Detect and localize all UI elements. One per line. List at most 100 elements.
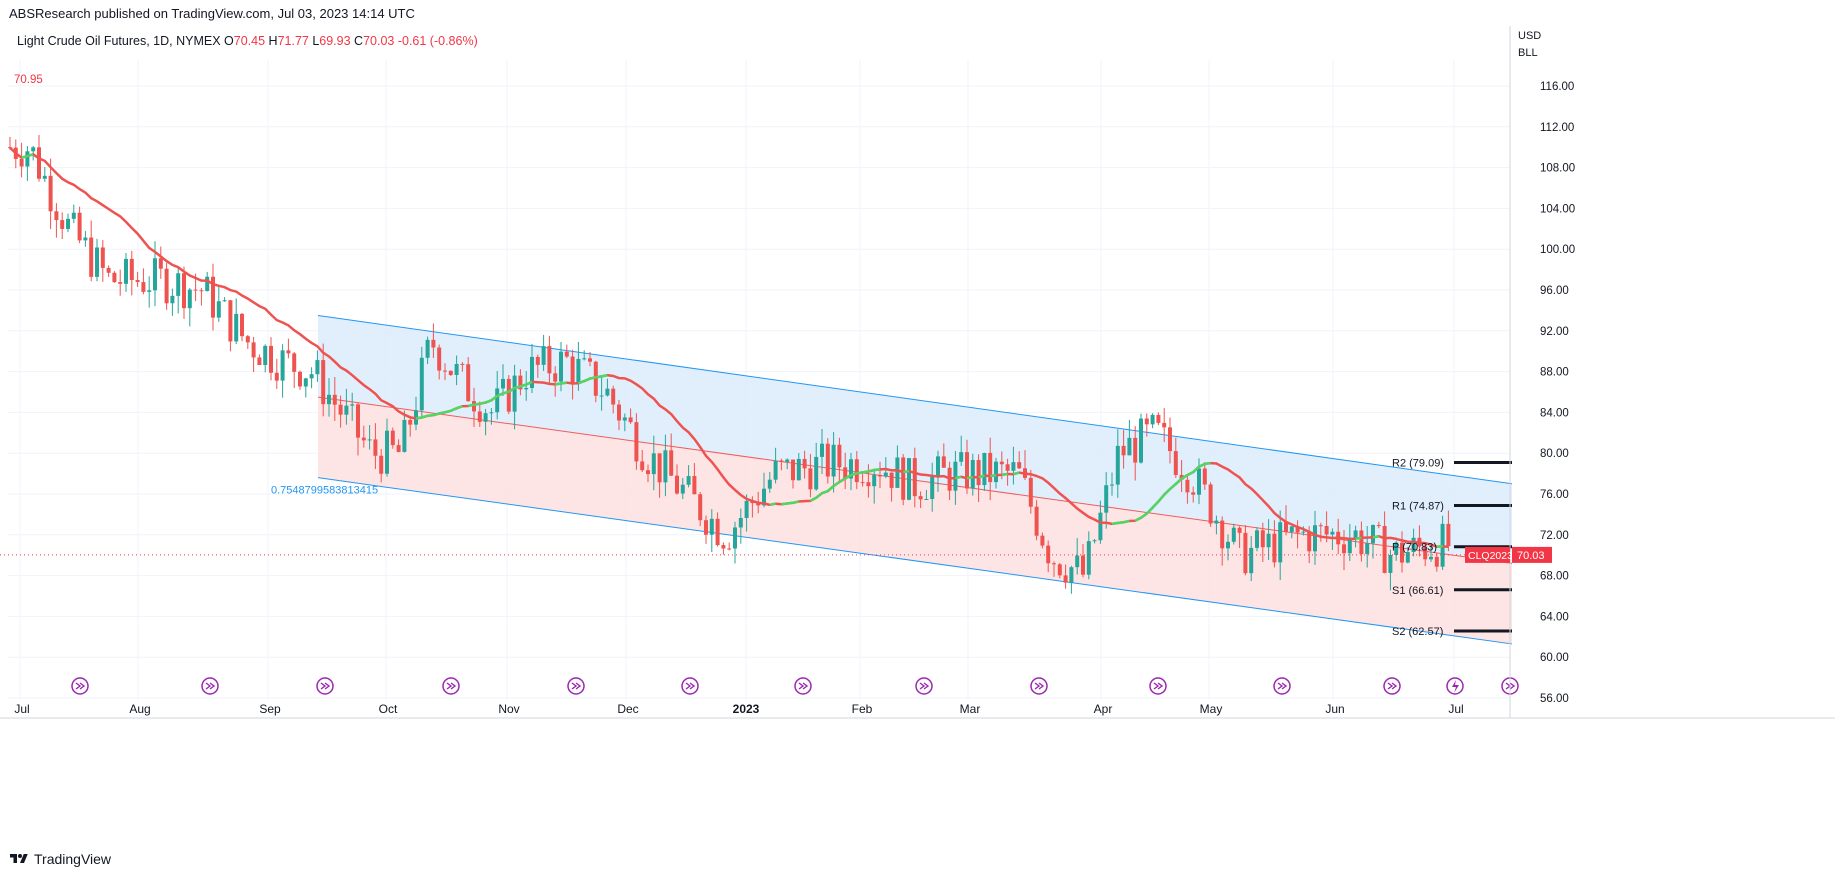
candle-body [425,339,430,358]
candle-body [257,357,262,365]
high-value: 71.77 [277,34,309,48]
candle-body [541,346,546,365]
pivot-label: S2 (62.57) [1392,626,1443,638]
footer: TradingView [8,851,111,867]
candle-body [907,458,911,500]
dividend-event-icon[interactable] [681,677,699,695]
ma-line-rising [1186,470,1194,477]
candle-body [489,412,494,414]
candle-body [593,361,598,396]
candle-body [1231,527,1236,542]
candle-body [796,458,801,481]
candle-body [982,452,987,486]
earnings-icon[interactable] [1446,677,1464,695]
candle-body [512,375,517,412]
candle-body [385,430,389,474]
candle-body [1127,437,1132,456]
candle-body [1017,462,1022,469]
ma-line-rising [966,475,974,480]
ma-line-rising [874,468,881,472]
candle-body [657,453,662,483]
dividend-event-icon[interactable] [1030,677,1048,695]
ma-line-rising [1198,462,1206,468]
candle-body [54,211,59,221]
symbol-legend: Light Crude Oil Futures, 1D, NYMEX O70.4… [17,34,478,48]
candle-body [582,358,587,360]
symbol-name[interactable]: Light Crude Oil Futures, 1D, NYMEX [17,34,221,48]
candle-body [617,404,621,421]
candle-body [733,527,737,549]
candle-body [228,300,233,342]
last-price-tag: 70.03 [1517,550,1545,562]
dividend-event-icon[interactable] [316,677,334,695]
candle-body [495,388,500,413]
high-marker-label: 70.95 [14,74,43,86]
ma-line-rising [467,403,475,408]
open-label: O [224,34,234,48]
close-label: C [354,34,364,48]
ma-line-rising [1204,461,1211,466]
candle-body [756,503,761,506]
price-tick-label: 92.00 [1540,326,1569,338]
ma-line-rising [1372,535,1380,539]
candle-body [1260,530,1265,548]
channel-lower-line [317,477,1513,645]
ma-line-rising [1111,521,1118,526]
change-value: -0.61 (-0.86%) [397,34,478,48]
dividend-event-icon[interactable] [442,677,460,695]
candle-body [564,351,569,357]
price-chart[interactable]: R2 (79.09) R1 (74.87) P (70.83) S1 (66.61) S… [0,26,1835,841]
dividend-event-icon[interactable] [201,677,219,695]
candle-body [356,404,360,438]
candle-body [1301,531,1306,533]
dividend-event-icon[interactable] [1273,677,1291,695]
candle-body [315,360,320,375]
time-tick-label: Jun [1325,702,1344,716]
candle-body [1191,492,1196,495]
dividend-event-icon[interactable] [794,677,812,695]
pivot-levels: R2 (79.09) R1 (74.87) P (70.83) S1 (66.61) S… [1392,457,1512,638]
candle-body [994,461,998,483]
candle-body [1278,522,1283,563]
ma-line-rising [421,414,428,419]
candle-body [524,387,529,390]
candle-body [187,289,192,309]
ma-line-rising [438,411,446,415]
candle-body [1295,526,1300,533]
candle-body [112,272,117,283]
candle-body [66,218,70,229]
candle-body [530,356,534,388]
price-tick-label: 104.00 [1540,203,1575,215]
ma-line-rising [456,405,463,410]
dividend-event-icon[interactable] [915,677,933,695]
candle-body [170,295,175,304]
ma-line-rising [856,471,863,475]
candle-body [1156,414,1161,423]
event-markers [71,677,1519,695]
candle-body [680,484,685,494]
candle-body [1040,535,1045,546]
ma-line-rising [1123,519,1130,524]
dividend-event-icon[interactable] [1149,677,1167,695]
candle-body [895,457,900,488]
publisher-header: ABSResearch published on TradingView.com… [9,6,415,21]
ma-line-rising [862,470,869,474]
candle-body [419,357,424,411]
dividend-event-icon[interactable] [1383,677,1401,695]
footer-brand[interactable]: TradingView [34,851,112,867]
chevron-right-icon [571,682,582,690]
candle-body [849,459,853,479]
candle-body [953,461,958,491]
dividend-event-icon[interactable] [567,677,585,695]
channel-coefficient-label: 0.7548799583813415 [271,485,378,497]
ma-line-rising [473,402,480,406]
candle-body [570,356,575,383]
candle-body [802,458,807,469]
open-value: 70.45 [233,34,266,48]
price-tick-label: 112.00 [1540,122,1574,134]
candle-body [924,498,929,500]
dividend-event-icon[interactable] [71,677,89,695]
price-tick-label: 76.00 [1540,489,1569,501]
price-tick-label: 84.00 [1540,407,1569,419]
candle-body [1150,414,1155,425]
